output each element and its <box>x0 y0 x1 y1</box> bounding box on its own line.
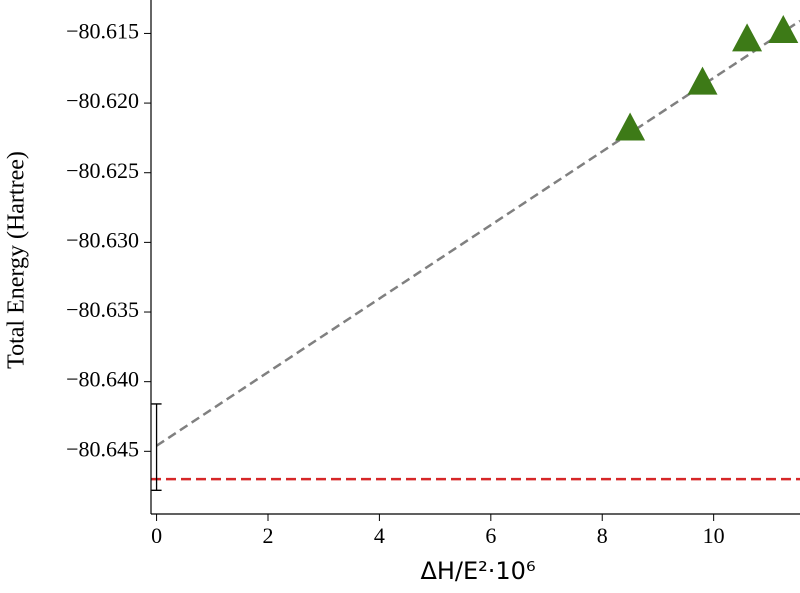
y-tick-label: −80.630 <box>66 227 139 252</box>
x-tick-label: 0 <box>151 523 162 548</box>
x-tick-label: 10 <box>703 523 725 548</box>
x-tick-label: 2 <box>262 523 273 548</box>
y-axis-label: Total Energy (Hartree) <box>4 151 30 369</box>
y-tick-label: −80.645 <box>66 436 139 461</box>
data-point <box>732 23 763 52</box>
error-bar-line <box>151 403 162 491</box>
fit-line <box>155 19 800 447</box>
plot-area <box>151 15 800 491</box>
y-tick-label: −80.640 <box>66 367 139 392</box>
data-point <box>615 112 646 141</box>
x-axis-label: ΔH/E²·10⁶ <box>420 557 535 585</box>
y-tick-label: −80.615 <box>66 18 139 43</box>
error-bar <box>151 403 162 491</box>
x-tick-label: 8 <box>597 523 608 548</box>
x-tick-label: 6 <box>485 523 496 548</box>
x-tick-label: 4 <box>374 523 385 548</box>
y-tick-label: −80.635 <box>66 297 139 322</box>
data-point <box>687 66 718 95</box>
data-point <box>768 15 799 44</box>
y-tick-label: −80.620 <box>66 88 139 113</box>
y-tick-label: −80.625 <box>66 158 139 183</box>
